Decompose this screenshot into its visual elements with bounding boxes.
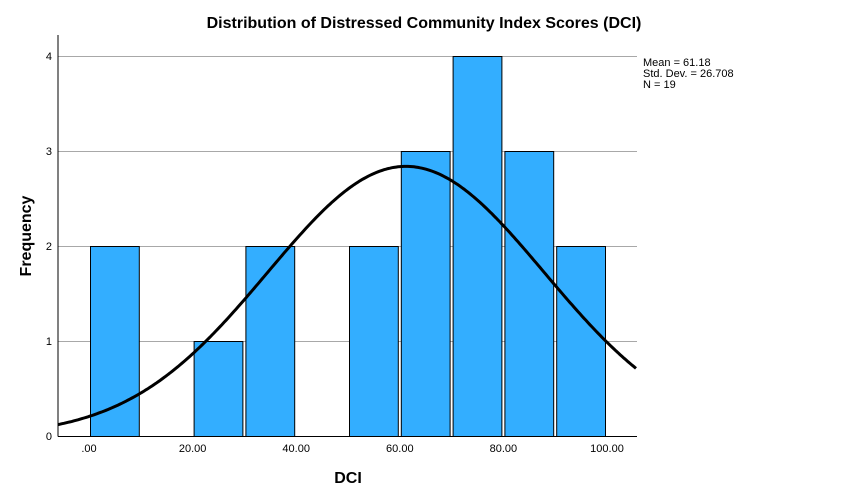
bars	[90, 56, 607, 437]
y-tick-label: 0	[46, 431, 52, 443]
x-tick-label: 100.00	[590, 443, 624, 455]
x-tick-label: 60.00	[386, 443, 414, 455]
histogram-bar	[349, 246, 399, 437]
chart-title: Distribution of Distressed Community Ind…	[207, 15, 642, 32]
x-tick-label: 20.00	[179, 443, 207, 455]
histogram-bar	[556, 246, 607, 437]
y-tick-label: 3	[46, 146, 52, 158]
x-tick-label: 80.00	[490, 443, 518, 455]
stats-mean: Mean = 61.18	[643, 57, 711, 69]
histogram-bar	[90, 246, 140, 437]
histogram-bar	[245, 246, 296, 437]
x-tick-label: .00	[81, 443, 96, 455]
y-tick-label: 1	[46, 336, 52, 348]
x-tick-label: 40.00	[282, 443, 310, 455]
histogram-bar	[193, 341, 244, 437]
histogram-bar	[452, 56, 503, 437]
stats-n: N = 19	[643, 79, 676, 91]
y-tick-label: 2	[46, 241, 52, 253]
x-axis-label: DCI	[334, 470, 362, 487]
x-tick-labels: .00 20.00 40.00 60.00 80.00 100.00	[81, 443, 623, 455]
axes	[57, 35, 637, 437]
stats-std-dev: Std. Dev. = 26.708	[643, 68, 734, 80]
histogram-bar	[400, 151, 451, 437]
stats-box: Mean = 61.18 Std. Dev. = 26.708 N = 19	[643, 57, 734, 91]
y-axis-label: Frequency	[18, 195, 35, 276]
y-tick-labels: 0 1 2 3 4	[46, 51, 52, 443]
y-tick-label: 4	[46, 51, 52, 63]
histogram-bar	[504, 151, 555, 437]
normal-curve	[57, 164, 637, 427]
